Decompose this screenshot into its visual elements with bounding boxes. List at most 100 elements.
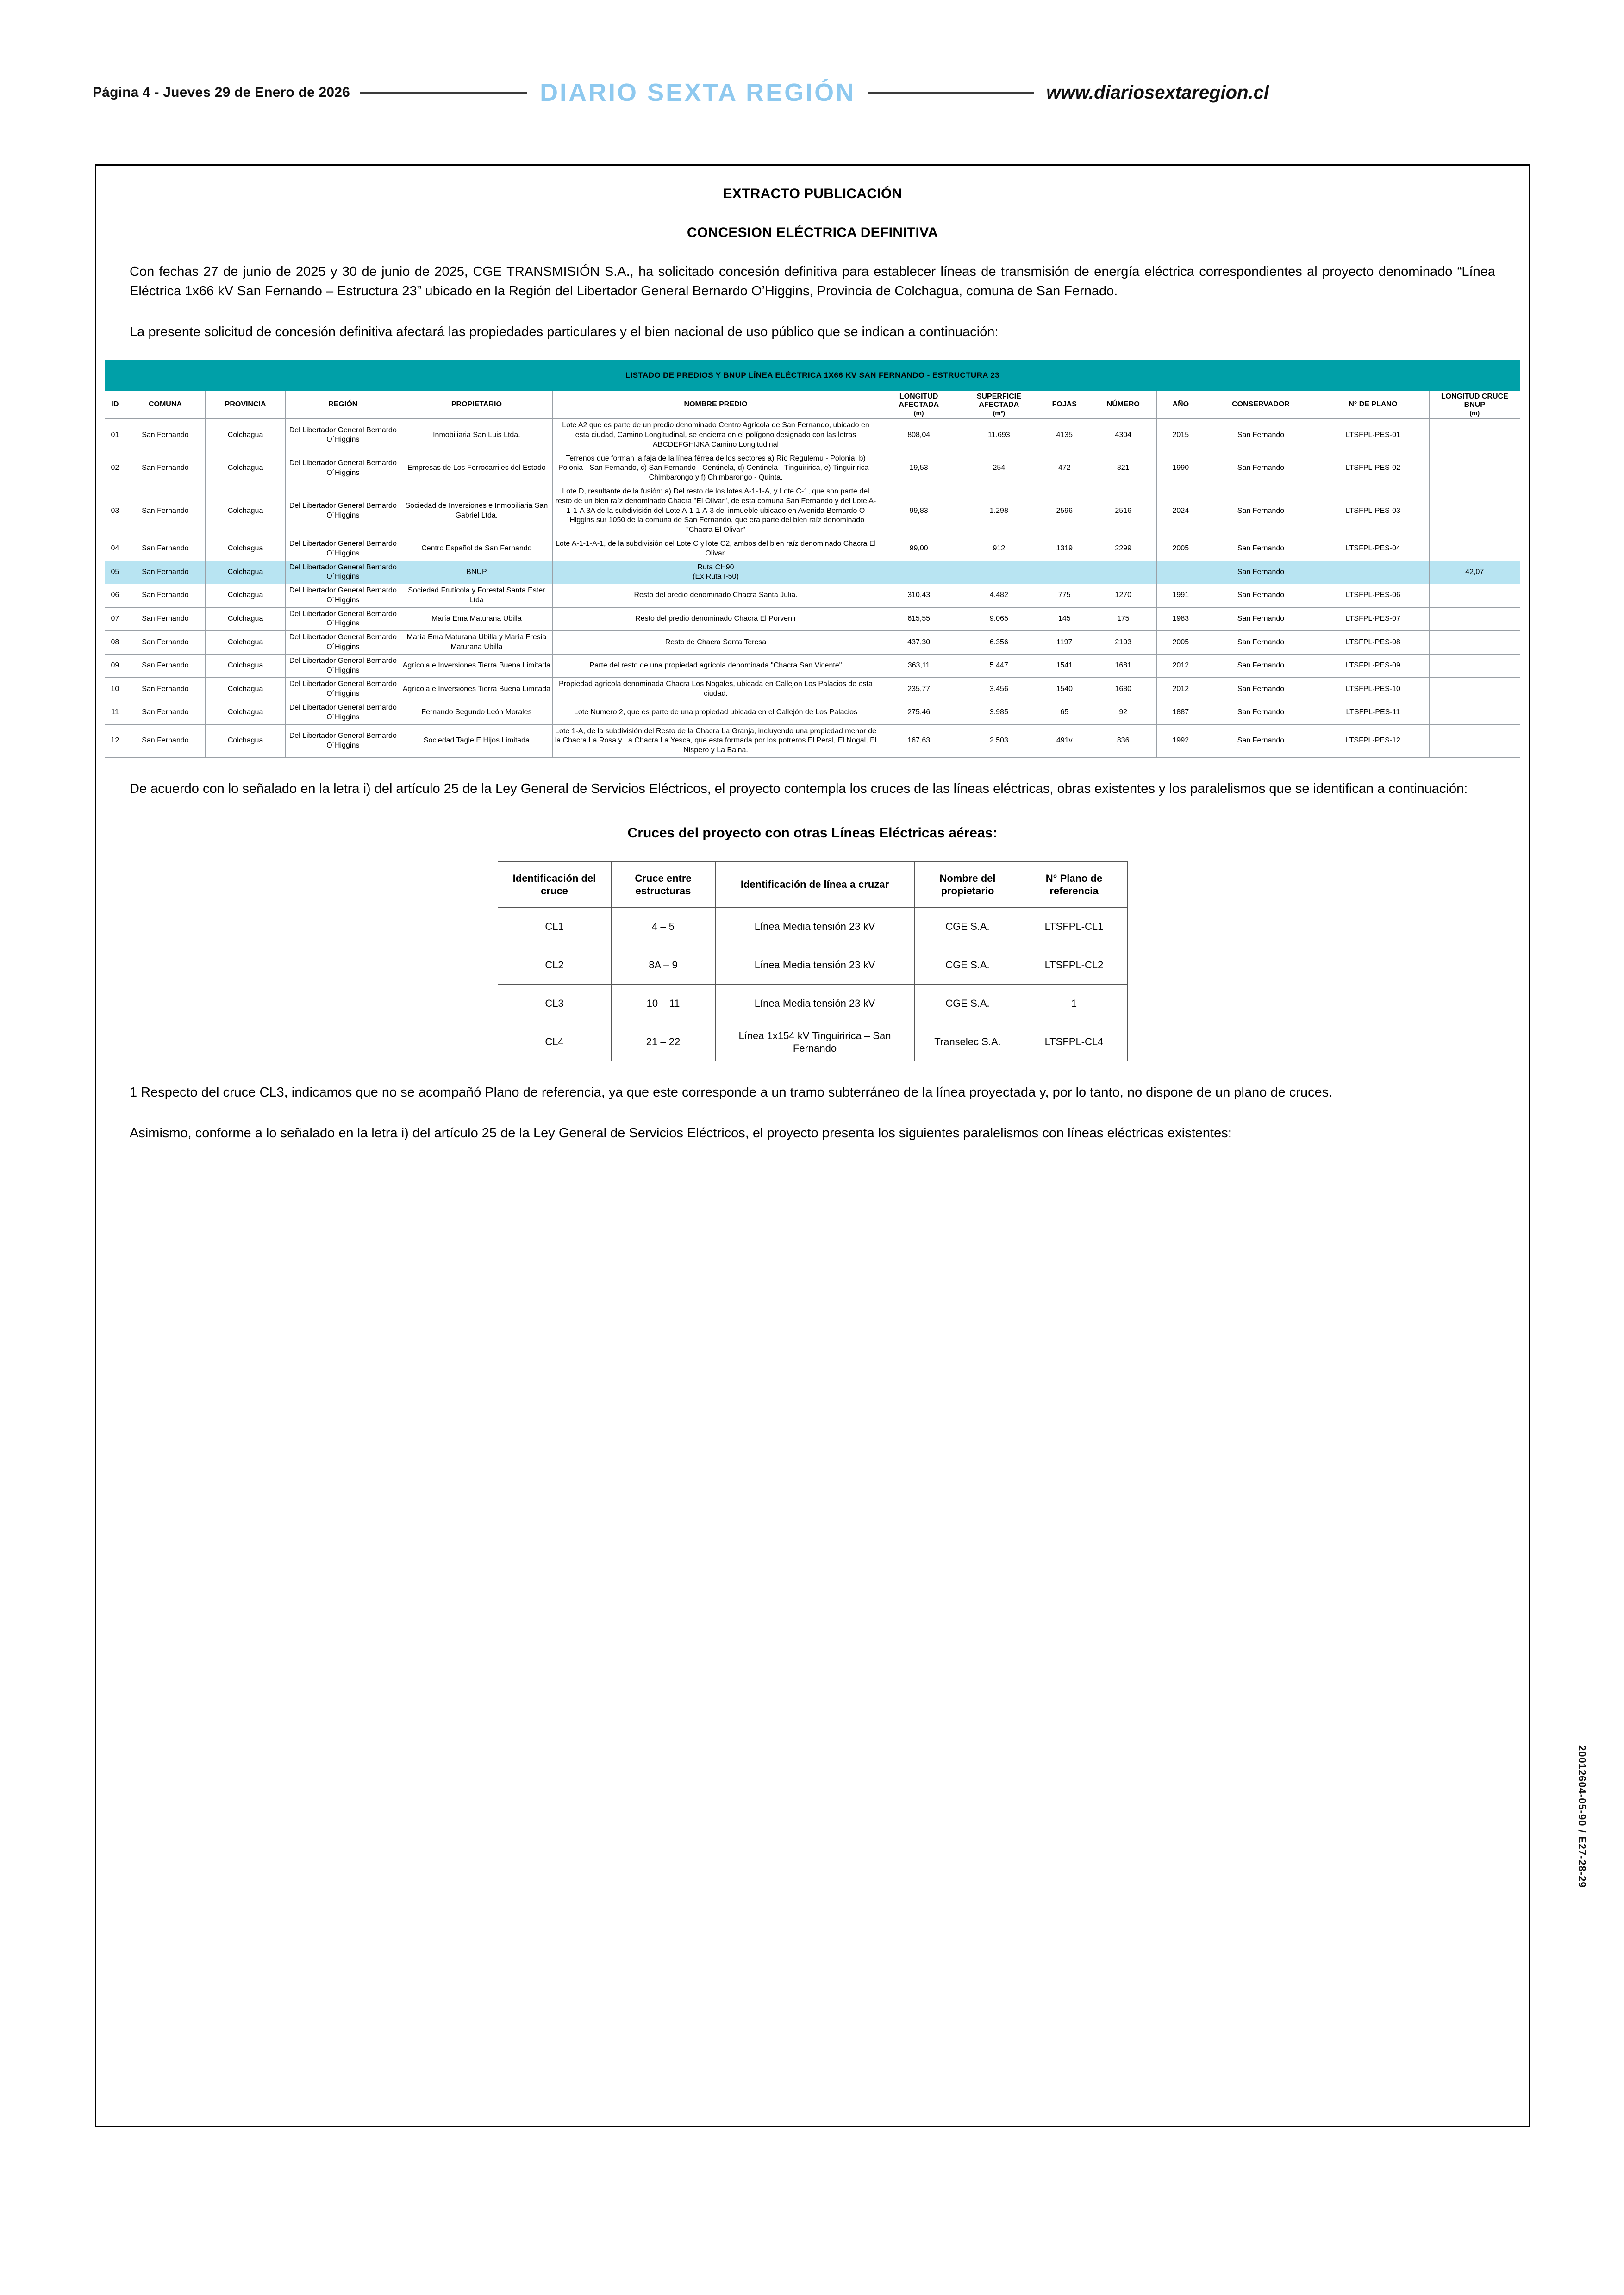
predios-cell-numero [1089,560,1157,585]
predios-cell-region: Del Libertador General Bernardo O´Higgin… [285,630,401,655]
predios-cell-longitud: 99,00 [878,536,959,561]
predios-cell-conservador: San Fernando [1204,418,1318,452]
predios-col-header: NÚMERO [1089,390,1157,419]
predios-cell-anio: 2005 [1156,536,1205,561]
predios-cell-id: 05 [105,560,125,585]
predios-cell-fojas: 2596 [1038,484,1090,537]
cruces-cell-cruce: CL1 [497,907,612,947]
predios-cell-fojas: 1540 [1038,677,1090,702]
predios-cell-anio: 1991 [1156,584,1205,608]
cruces-table: Identificación del cruce Cruce entre estr… [497,861,1128,1062]
vertical-reference-code: 20012604-05-90 / E27-28-29 [1576,1745,1588,1888]
predios-cell-cruce_bnup [1429,584,1521,608]
predios-cell-superficie [958,560,1039,585]
predios-cell-propietario: Empresas de Los Ferrocarriles del Estado [400,451,553,485]
predios-cell-propietario: María Ema Maturana Ubilla y María Fresia… [400,630,553,655]
cruces-cell-propietario: CGE S.A. [914,907,1021,947]
cruces-cell-propietario: CGE S.A. [914,946,1021,985]
predios-cell-superficie: 3.985 [958,701,1039,725]
notice-footnote-1: 1 Respecto del cruce CL3, indicamos que … [130,1085,1333,1100]
cruces-cell-plano: LTSFPL-CL4 [1020,1023,1128,1062]
cruces-cell-linea: Línea Media tensión 23 kV [715,907,915,947]
predios-col-header: FOJAS [1038,390,1090,419]
predios-cell-cruce_bnup: 42,07 [1429,560,1521,585]
predios-table-band-title: LISTADO DE PREDIOS Y BNUP LÍNEA ELÉCTRIC… [105,360,1520,391]
predios-cell-propietario: Sociedad de Inversiones e Inmobiliaria S… [400,484,553,537]
cruces-table-wrapper: Identificación del cruce Cruce entre estr… [96,861,1529,1062]
predios-cell-longitud [878,560,959,585]
cruces-col-header: Nombre del propietario [914,861,1021,908]
cruces-heading: Cruces del proyecto con otras Líneas Elé… [627,825,998,841]
predios-cell-fojas: 65 [1038,701,1090,725]
predios-cell-superficie: 6.356 [958,630,1039,655]
cruces-col-header: N° Plano de referencia [1020,861,1128,908]
predios-cell-longitud: 19,53 [878,451,959,485]
predios-cell-id: 03 [105,484,125,537]
predios-cell-superficie: 912 [958,536,1039,561]
predios-col-unit: (m) [913,409,924,417]
predios-col-header: CONSERVADOR [1204,390,1318,419]
cruces-col-header: Identificación de línea a cruzar [715,861,915,908]
predios-cell-id: 08 [105,630,125,655]
predios-col-header: AÑO [1156,390,1205,419]
notice-subheading: CONCESION ELÉCTRICA DEFINITIVA [687,225,938,240]
notice-heading: EXTRACTO PUBLICACIÓN [723,186,902,201]
predios-cell-longitud: 235,77 [878,677,959,702]
notice-paragraph-4: Asimismo, conforme a lo señalado en la l… [130,1126,1232,1141]
table-row: CL2 8A – 9 Línea Media tensión 23 kV CGE S.… [497,946,1128,985]
predios-cell-numero: 1680 [1089,677,1157,702]
predios-cell-provincia: Colchagua [205,607,286,631]
predios-cell-conservador: San Fernando [1204,724,1318,758]
predios-cell-predio: Propiedad agrícola denominada Chacra Los… [552,677,879,702]
predios-cell-predio: Resto del predio denominado Chacra Santa… [552,584,879,608]
cruces-col-header: Identificación del cruce [497,861,612,908]
predios-cell-comuna: San Fernando [125,484,206,537]
predios-cell-fojas: 775 [1038,584,1090,608]
predios-cell-provincia: Colchagua [205,701,286,725]
predios-cell-propietario: Centro Español de San Fernando [400,536,553,561]
predios-table: LISTADO DE PREDIOS Y BNUP LÍNEA ELÉCTRIC… [105,360,1521,758]
predios-cell-region: Del Libertador General Bernardo O´Higgin… [285,654,401,678]
predios-cell-superficie: 5.447 [958,654,1039,678]
predios-cell-cruce_bnup [1429,701,1521,725]
predios-cell-plano: LTSFPL-PES-06 [1317,584,1430,608]
predios-cell-superficie: 4.482 [958,584,1039,608]
predios-col-header: LONGITUD AFECTADA (m) [878,390,959,419]
predios-cell-propietario: Fernando Segundo León Morales [400,701,553,725]
predios-cell-plano: LTSFPL-PES-11 [1317,701,1430,725]
predios-cell-predio: Resto del predio denominado Chacra El Po… [552,607,879,631]
predios-cell-id: 11 [105,701,125,725]
predios-cell-plano: LTSFPL-PES-01 [1317,418,1430,452]
predios-cell-fojas: 1319 [1038,536,1090,561]
predios-cell-comuna: San Fernando [125,724,206,758]
predios-col-header: SUPERFICIE AFECTADA (m²) [958,390,1039,419]
cruces-cell-plano: LTSFPL-CL2 [1020,946,1128,985]
masthead-separator: - [154,85,159,100]
predios-cell-comuna: San Fernando [125,536,206,561]
predios-cell-numero: 175 [1089,607,1157,631]
predios-cell-conservador: San Fernando [1204,484,1318,537]
predios-cell-longitud: 615,55 [878,607,959,631]
predios-cell-longitud: 437,30 [878,630,959,655]
predios-cell-id: 01 [105,418,125,452]
page-label: Página 4 [93,85,150,100]
predios-cell-anio: 1990 [1156,451,1205,485]
cruces-cell-cruce: CL3 [497,984,612,1023]
predios-cell-propietario: BNUP [400,560,553,585]
table-row: 05 San Fernando Colchagua Del Libertador Ge… [105,560,1521,585]
predios-cell-longitud: 275,46 [878,701,959,725]
predios-cell-longitud: 363,11 [878,654,959,678]
predios-cell-superficie: 1.298 [958,484,1039,537]
predios-cell-plano: LTSFPL-PES-09 [1317,654,1430,678]
predios-cell-id: 07 [105,607,125,631]
predios-cell-fojas: 491v [1038,724,1090,758]
predios-cell-anio: 1992 [1156,724,1205,758]
predios-col-unit: (m) [1469,409,1480,417]
predios-cell-cruce_bnup [1429,724,1521,758]
predios-cell-region: Del Libertador General Bernardo O´Higgin… [285,701,401,725]
predios-cell-propietario: Agrícola e Inversiones Tierra Buena Limi… [400,654,553,678]
predios-cell-id: 09 [105,654,125,678]
predios-cell-cruce_bnup [1429,677,1521,702]
predios-cell-cruce_bnup [1429,484,1521,537]
predios-cell-cruce_bnup [1429,451,1521,485]
